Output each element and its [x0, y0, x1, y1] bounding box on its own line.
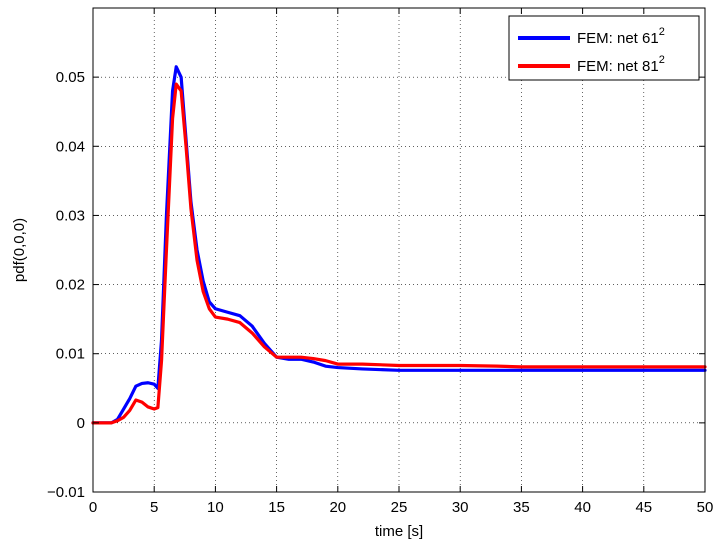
x-tick-label: 40 — [574, 499, 591, 516]
legend-label-series-2: FEM: net 812 — [577, 54, 665, 75]
legend-label-series-2-sup: 2 — [659, 54, 665, 66]
x-tick-label: 20 — [329, 499, 346, 516]
y-tick-label: −0.01 — [47, 484, 85, 501]
y-tick-label: 0.02 — [56, 277, 85, 294]
x-tick-label: 5 — [150, 499, 158, 516]
y-tick-label: 0.05 — [56, 69, 85, 86]
series-line-2 — [91, 82, 707, 425]
series-group — [91, 65, 707, 425]
y-tick-label: 0.01 — [56, 346, 85, 363]
y-tick-label: 0.03 — [56, 207, 85, 224]
x-tick-label: 25 — [391, 499, 408, 516]
legend-label-series-2-text: FEM: net 81 — [577, 58, 659, 75]
grid — [93, 8, 705, 492]
y-tick-label: 0.04 — [56, 138, 85, 155]
x-tick-label: 15 — [268, 499, 285, 516]
x-tick-label: 35 — [513, 499, 530, 516]
legend-label-series-1: FEM: net 612 — [577, 26, 665, 47]
y-tick-label: 0 — [77, 415, 85, 432]
x-tick-label: 50 — [697, 499, 714, 516]
x-tick-label: 30 — [452, 499, 469, 516]
legend-label-series-1-text: FEM: net 61 — [577, 30, 659, 47]
legend-box — [508, 15, 700, 81]
y-axis-label: pdf(0,0,0) — [11, 218, 28, 282]
legend-label-series-1-sup: 2 — [659, 26, 665, 38]
x-tick-label: 10 — [207, 499, 224, 516]
axis-ticks: 0 5 10 15 20 25 30 35 40 45 50−0.0100.010.020.030.… — [47, 8, 713, 516]
x-tick-label: 0 — [89, 499, 97, 516]
legend: FEM: net 612 FEM: net 812 — [508, 15, 700, 81]
x-tick-label: 45 — [635, 499, 652, 516]
series-line-1 — [91, 65, 707, 425]
x-axis-label: time [s] — [375, 523, 423, 540]
